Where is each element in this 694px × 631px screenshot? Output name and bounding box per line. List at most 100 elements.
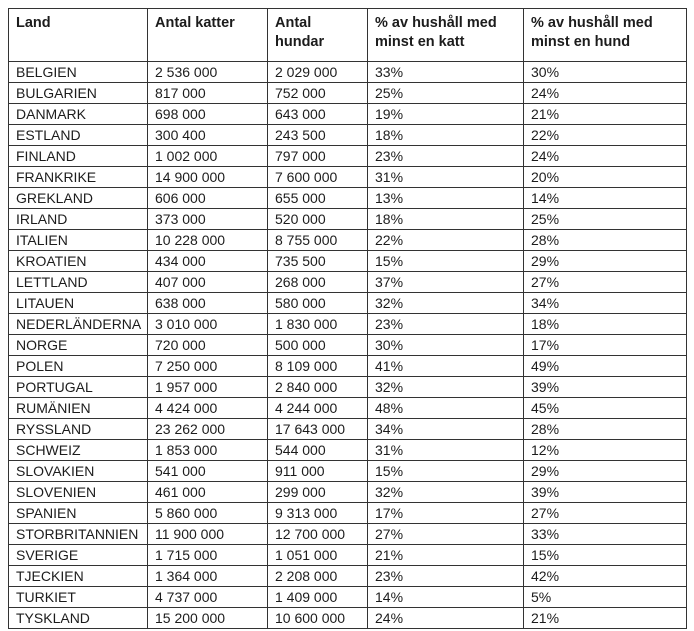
value-cell: 34%	[523, 292, 687, 314]
country-cell: PORTUGAL	[8, 376, 148, 398]
value-cell: 643 000	[267, 103, 368, 125]
value-cell: 33%	[367, 61, 524, 83]
column-header-1: Antal katter	[147, 8, 268, 62]
country-cell: RUMÄNIEN	[8, 397, 148, 419]
value-cell: 28%	[523, 229, 687, 251]
table-row: DANMARK 698 000 643 000 19% 21%	[8, 103, 687, 125]
value-cell: 24%	[523, 145, 687, 167]
country-cell: SLOVAKIEN	[8, 460, 148, 482]
country-cell: GREKLAND	[8, 187, 148, 209]
value-cell: 1 364 000	[147, 565, 268, 587]
value-cell: 27%	[523, 502, 687, 524]
value-cell: 299 000	[267, 481, 368, 503]
value-cell: 541 000	[147, 460, 268, 482]
value-cell: 33%	[523, 523, 687, 545]
value-cell: 14 900 000	[147, 166, 268, 188]
country-cell: SVERIGE	[8, 544, 148, 566]
table-row: ITALIEN 10 228 000 8 755 000 22% 28%	[8, 229, 687, 251]
value-cell: 243 500	[267, 124, 368, 146]
table-row: TYSKLAND 15 200 000 10 600 000 24% 21%	[8, 607, 687, 629]
country-cell: SLOVENIEN	[8, 481, 148, 503]
value-cell: 37%	[367, 271, 524, 293]
value-cell: 15%	[367, 250, 524, 272]
value-cell: 24%	[367, 607, 524, 629]
value-cell: 18%	[367, 124, 524, 146]
value-cell: 4 737 000	[147, 586, 268, 608]
value-cell: 10 228 000	[147, 229, 268, 251]
value-cell: 735 500	[267, 250, 368, 272]
value-cell: 1 002 000	[147, 145, 268, 167]
table-row: STORBRITANNIEN 11 900 000 12 700 000 27% 33%	[8, 523, 687, 545]
value-cell: 1 957 000	[147, 376, 268, 398]
value-cell: 27%	[523, 271, 687, 293]
value-cell: 15%	[367, 460, 524, 482]
value-cell: 27%	[367, 523, 524, 545]
value-cell: 48%	[367, 397, 524, 419]
table-row: NORGE 720 000 500 000 30% 17%	[8, 334, 687, 356]
value-cell: 698 000	[147, 103, 268, 125]
table-row: SPANIEN 5 860 000 9 313 000 17% 27%	[8, 502, 687, 524]
value-cell: 461 000	[147, 481, 268, 503]
value-cell: 24%	[523, 82, 687, 104]
value-cell: 407 000	[147, 271, 268, 293]
value-cell: 49%	[523, 355, 687, 377]
country-cell: TJECKIEN	[8, 565, 148, 587]
value-cell: 1 830 000	[267, 313, 368, 335]
country-cell: BULGARIEN	[8, 82, 148, 104]
value-cell: 11 900 000	[147, 523, 268, 545]
value-cell: 1 409 000	[267, 586, 368, 608]
value-cell: 32%	[367, 376, 524, 398]
value-cell: 22%	[367, 229, 524, 251]
value-cell: 4 244 000	[267, 397, 368, 419]
value-cell: 28%	[523, 418, 687, 440]
country-cell: POLEN	[8, 355, 148, 377]
value-cell: 45%	[523, 397, 687, 419]
table-row: SCHWEIZ 1 853 000 544 000 31% 12%	[8, 439, 687, 461]
table-row: PORTUGAL 1 957 000 2 840 000 32% 39%	[8, 376, 687, 398]
value-cell: 23%	[367, 145, 524, 167]
table-row: GREKLAND 606 000 655 000 13% 14%	[8, 187, 687, 209]
table-body: BELGIEN 2 536 000 2 029 000 33% 30% BULGARIEN…	[8, 61, 687, 629]
value-cell: 25%	[523, 208, 687, 230]
table-row: POLEN 7 250 000 8 109 000 41% 49%	[8, 355, 687, 377]
value-cell: 13%	[367, 187, 524, 209]
value-cell: 655 000	[267, 187, 368, 209]
table-row: NEDERLÄNDERNA 3 010 000 1 830 000 23% 18%	[8, 313, 687, 335]
country-cell: NORGE	[8, 334, 148, 356]
value-cell: 1 853 000	[147, 439, 268, 461]
value-cell: 32%	[367, 481, 524, 503]
value-cell: 29%	[523, 250, 687, 272]
country-cell: FINLAND	[8, 145, 148, 167]
table-row: RYSSLAND 23 262 000 17 643 000 34% 28%	[8, 418, 687, 440]
table-row: IRLAND 373 000 520 000 18% 25%	[8, 208, 687, 230]
value-cell: 42%	[523, 565, 687, 587]
value-cell: 2 536 000	[147, 61, 268, 83]
country-cell: DANMARK	[8, 103, 148, 125]
value-cell: 2 840 000	[267, 376, 368, 398]
value-cell: 2 208 000	[267, 565, 368, 587]
value-cell: 4 424 000	[147, 397, 268, 419]
column-header-4: % av hushåll med minst en hund	[523, 8, 687, 62]
value-cell: 268 000	[267, 271, 368, 293]
value-cell: 14%	[367, 586, 524, 608]
value-cell: 720 000	[147, 334, 268, 356]
value-cell: 23 262 000	[147, 418, 268, 440]
country-cell: TURKIET	[8, 586, 148, 608]
value-cell: 17 643 000	[267, 418, 368, 440]
value-cell: 18%	[523, 313, 687, 335]
value-cell: 9 313 000	[267, 502, 368, 524]
country-cell: TYSKLAND	[8, 607, 148, 629]
value-cell: 5 860 000	[147, 502, 268, 524]
value-cell: 31%	[367, 166, 524, 188]
value-cell: 7 600 000	[267, 166, 368, 188]
table-row: RUMÄNIEN 4 424 000 4 244 000 48% 45%	[8, 397, 687, 419]
table-row: SVERIGE 1 715 000 1 051 000 21% 15%	[8, 544, 687, 566]
table-row: BULGARIEN 817 000 752 000 25% 24%	[8, 82, 687, 104]
country-cell: KROATIEN	[8, 250, 148, 272]
value-cell: 10 600 000	[267, 607, 368, 629]
value-cell: 817 000	[147, 82, 268, 104]
country-cell: IRLAND	[8, 208, 148, 230]
value-cell: 300 400	[147, 124, 268, 146]
table-row: SLOVENIEN 461 000 299 000 32% 39%	[8, 481, 687, 503]
value-cell: 19%	[367, 103, 524, 125]
